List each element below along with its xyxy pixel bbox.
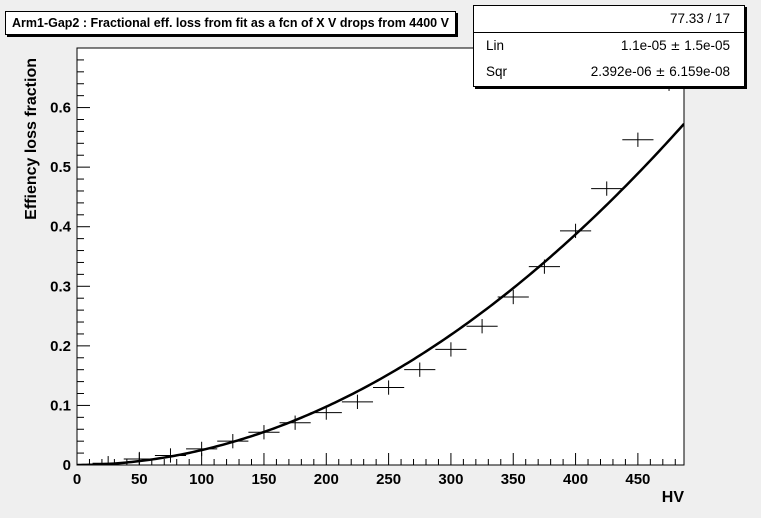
data-point [466,319,498,334]
stats-lin-row: Lin 1.1e-05 ± 1.5e-05 [474,33,744,59]
fit-stats-box: 77.33 / 17 Lin 1.1e-05 ± 1.5e-05 Sqr 2.3… [473,5,745,87]
sqr-value-group: 2.392e-06 ± 6.159e-08 [591,59,730,85]
x-axis-title: HV [662,489,685,506]
x-tick-label: 100 [189,471,214,488]
stats-sqr-row: Sqr 2.392e-06 ± 6.159e-08 [474,59,744,85]
x-tick-label: 200 [314,471,339,488]
y-tick-label: 0.3 [50,278,71,295]
x-tick-label: 0 [73,471,81,488]
lin-label: Lin [486,38,505,53]
y-tick-label: 0.6 [50,100,71,117]
data-point [373,380,405,395]
lin-pm: ± [670,39,681,53]
lin-value-group: 1.1e-05 ± 1.5e-05 [621,33,730,59]
chi2-value: 77.33 / 17 [669,11,730,26]
sqr-error: 6.159e-08 [669,64,730,79]
fit-curve [77,123,684,465]
y-tick-label: 0.5 [50,159,71,176]
sqr-pm: ± [655,65,666,79]
data-point [591,181,623,196]
y-axis-title: Effiency loss fraction [23,58,40,220]
data-point [404,362,436,377]
data-point [279,415,311,430]
data-point [435,342,467,357]
stats-chi2-row: 77.33 / 17 [474,6,744,33]
data-point [622,132,654,147]
y-tick-label: 0.4 [50,219,72,236]
x-tick-label: 450 [625,471,650,488]
lin-error: 1.5e-05 [684,38,730,53]
x-tick-label: 150 [251,471,276,488]
x-tick-label: 350 [501,471,526,488]
x-tick-label: 250 [376,471,401,488]
lin-value: 1.1e-05 [620,38,667,53]
sqr-value: 2.392e-06 [590,64,652,79]
data-point [341,394,374,410]
y-tick-label: 0.1 [50,397,71,414]
y-tick-label: 0 [63,457,71,474]
plot-area [76,47,685,466]
chart-title: Arm1-Gap2 : Fractional eff. loss from fi… [5,11,456,35]
x-tick-label: 400 [563,471,588,488]
x-tick-label: 300 [438,471,463,488]
sqr-label: Sqr [486,64,508,79]
x-tick-label: 50 [131,471,148,488]
y-tick-label: 0.2 [50,338,71,355]
